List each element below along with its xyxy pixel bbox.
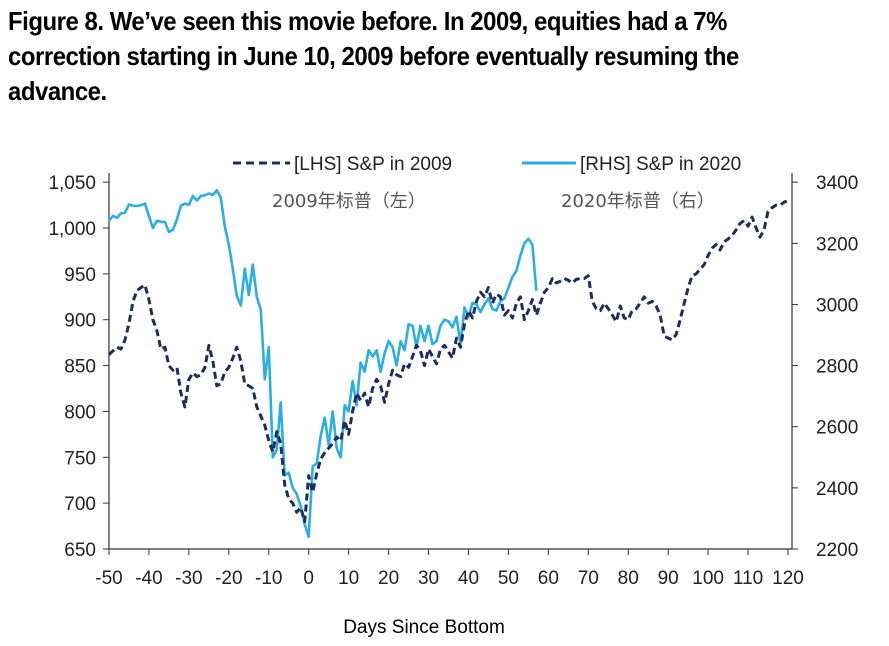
left-y-tick-label: 700 [64, 494, 96, 515]
left-y-tick-label: 650 [64, 540, 96, 561]
left-y-tick-label: 1,000 [48, 219, 96, 240]
x-tick-label: 100 [692, 568, 724, 589]
left-y-tick-label: 900 [64, 311, 96, 332]
x-tick-label: 40 [458, 568, 479, 589]
series-line-sp-2009 [107, 199, 789, 523]
x-tick-label: 20 [378, 568, 399, 589]
left-y-tick-label: 950 [64, 265, 96, 286]
x-tick-label: 80 [618, 568, 639, 589]
x-tick-label: 0 [303, 568, 314, 589]
series-line-sp-2020 [107, 189, 538, 539]
x-axis-title: Days Since Bottom [343, 617, 505, 638]
x-tick-label: 30 [418, 568, 439, 589]
right-y-tick-label: 3000 [816, 295, 858, 316]
legend-sublabel-lhs: 2009年标普（左） [272, 191, 426, 212]
chart-axes [108, 173, 793, 550]
x-tick-label: -40 [135, 568, 162, 589]
plot-area [107, 189, 789, 539]
left-y-tick-label: 850 [64, 357, 96, 378]
x-tick-label: 120 [772, 568, 804, 589]
x-tick-label: 70 [578, 568, 599, 589]
x-tick-label: 10 [338, 568, 359, 589]
figure-title: Figure 8. We’ve seen this movie before. … [8, 6, 739, 106]
right-y-tick-label: 2200 [816, 540, 858, 561]
right-y-tick-label: 3200 [816, 234, 858, 255]
right-y-tick-label: 3400 [816, 173, 858, 194]
x-tick-label: 50 [498, 568, 519, 589]
left-y-tick-label: 1,050 [48, 173, 96, 194]
x-tick-label: -50 [95, 568, 122, 589]
left-y-tick-label: 750 [64, 448, 96, 469]
x-tick-label: -10 [255, 568, 282, 589]
x-tick-label: -30 [175, 568, 202, 589]
chart-legend: [LHS] S&P in 2009 2009年标普（左） [RHS] S&P i… [233, 154, 741, 212]
legend-sublabel-rhs: 2020年标普（右） [561, 191, 715, 212]
right-y-tick-label: 2400 [816, 479, 858, 500]
x-tick-label: -20 [215, 568, 242, 589]
right-y-tick-label: 2600 [816, 418, 858, 439]
right-y-tick-label: 2800 [816, 357, 858, 378]
legend-label-lhs: [LHS] S&P in 2009 [294, 154, 452, 175]
x-tick-label: 60 [538, 568, 559, 589]
legend-label-rhs: [RHS] S&P in 2020 [580, 154, 741, 175]
tick-marks: -50 -40 -30 -20 -10 0 10 20 30 40 50 60 70 80 90 100 110… [48, 173, 858, 589]
x-tick-label: 110 [733, 568, 763, 589]
x-tick-label: 90 [658, 568, 679, 589]
left-y-tick-label: 800 [64, 402, 96, 423]
